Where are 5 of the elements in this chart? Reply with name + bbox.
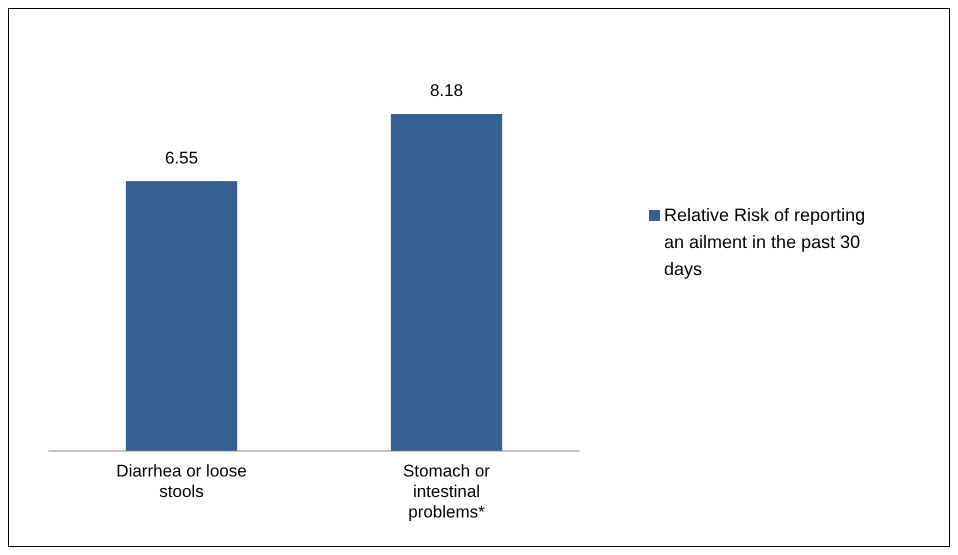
data-label: 6.55 <box>164 148 198 168</box>
x-tick-label: Stomach or intestinal problems* <box>403 462 490 522</box>
data-label: 8.18 <box>430 81 464 100</box>
x-tick-label: Diarrhea or loose stools <box>116 462 247 502</box>
legend-label: Relative Risk of reporting an ailment in the past 30 days <box>664 204 866 281</box>
